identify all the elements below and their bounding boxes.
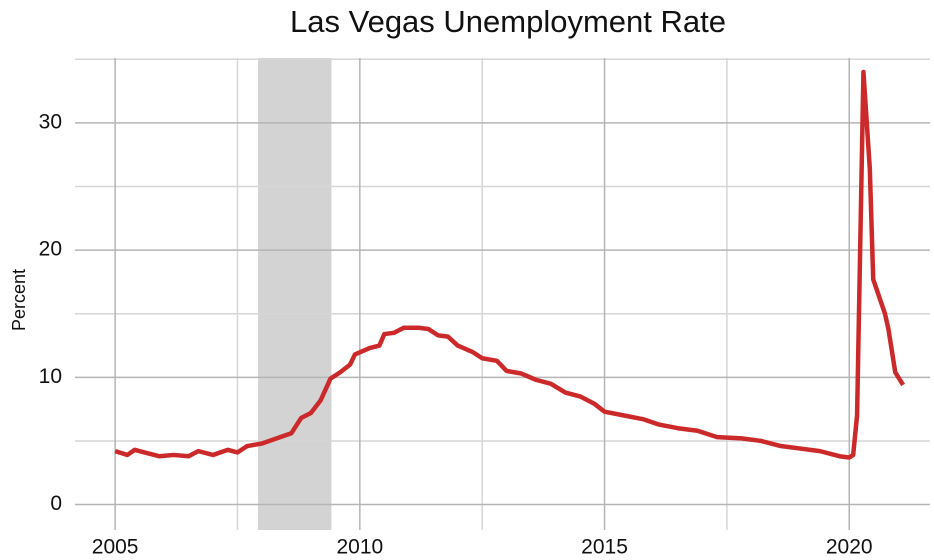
y-tick-label: 20	[39, 238, 62, 261]
y-tick-label: 10	[39, 365, 62, 388]
y-axis-label: Percent	[9, 269, 29, 331]
chart-title: Las Vegas Unemployment Rate	[290, 4, 726, 39]
x-tick-label: 2010	[336, 536, 383, 559]
x-tick-label: 2015	[581, 536, 628, 559]
recession-shading	[258, 58, 332, 530]
x-tick-label: 2005	[92, 536, 139, 559]
y-tick-label: 30	[39, 110, 62, 133]
y-tick-label: 0	[50, 492, 62, 515]
data-line	[114, 69, 905, 460]
x-tick-label: 2020	[826, 536, 873, 559]
